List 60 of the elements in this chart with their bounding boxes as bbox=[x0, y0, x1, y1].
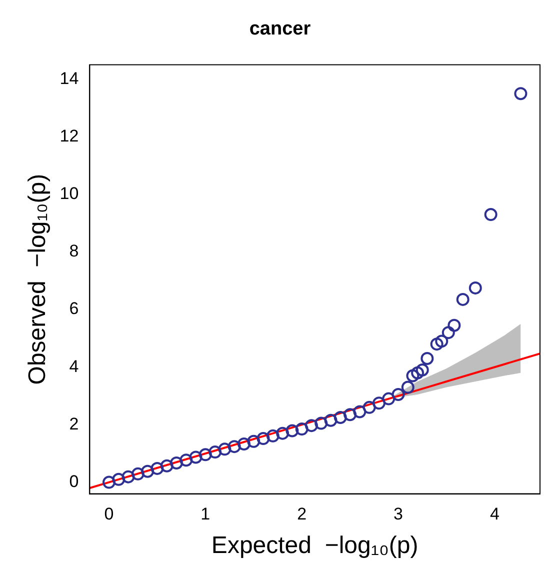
x-tick-label: 2 bbox=[297, 504, 307, 524]
point bbox=[141, 464, 154, 478]
point bbox=[218, 442, 232, 456]
point bbox=[442, 326, 455, 340]
point bbox=[304, 419, 318, 432]
point bbox=[122, 470, 135, 484]
point bbox=[324, 414, 338, 427]
y-tick-label: 12 bbox=[60, 126, 79, 146]
point bbox=[286, 424, 299, 438]
y-tick-label: 4 bbox=[69, 356, 79, 376]
point bbox=[392, 388, 405, 401]
point bbox=[131, 467, 144, 480]
y-tick-label: 10 bbox=[60, 184, 79, 204]
point bbox=[416, 363, 429, 376]
point bbox=[170, 456, 183, 470]
y-axis-title: Observed −log₁₀(p) bbox=[24, 174, 52, 385]
point bbox=[276, 426, 290, 440]
point bbox=[266, 429, 280, 442]
point bbox=[372, 396, 386, 410]
y-tick-label: 2 bbox=[69, 414, 79, 434]
point bbox=[468, 281, 482, 294]
point bbox=[208, 446, 222, 459]
point bbox=[430, 338, 444, 351]
point bbox=[237, 437, 250, 450]
point bbox=[198, 448, 212, 462]
point bbox=[435, 334, 448, 348]
point bbox=[382, 392, 396, 406]
y-tick-label: 0 bbox=[69, 472, 79, 491]
point bbox=[401, 380, 414, 394]
x-axis-title: Expected −log₁₀(p) bbox=[211, 532, 418, 560]
point bbox=[362, 400, 376, 414]
point bbox=[484, 208, 498, 222]
point bbox=[256, 432, 270, 446]
point bbox=[189, 450, 202, 464]
chart-title: cancer bbox=[249, 18, 312, 40]
point bbox=[228, 440, 241, 454]
x-tick-label: 0 bbox=[104, 504, 114, 524]
x-tick-label: 1 bbox=[200, 504, 210, 524]
point bbox=[112, 472, 126, 486]
point bbox=[456, 292, 470, 306]
y-tick-label: 14 bbox=[60, 68, 79, 88]
point bbox=[102, 476, 116, 489]
point bbox=[514, 87, 528, 100]
point bbox=[160, 459, 174, 472]
point bbox=[150, 462, 164, 475]
point bbox=[180, 454, 193, 467]
point bbox=[411, 366, 424, 380]
point bbox=[314, 416, 328, 430]
x-tick-label: 4 bbox=[490, 504, 500, 524]
point bbox=[420, 352, 434, 365]
y-tick-label: 8 bbox=[69, 242, 79, 261]
point bbox=[344, 408, 357, 422]
x-tick-label: 3 bbox=[394, 504, 403, 524]
point bbox=[295, 422, 308, 436]
point bbox=[353, 405, 366, 418]
y-tick-label: 6 bbox=[69, 299, 79, 318]
point bbox=[406, 369, 420, 382]
point bbox=[448, 318, 461, 332]
point bbox=[247, 434, 260, 448]
point bbox=[334, 411, 347, 424]
